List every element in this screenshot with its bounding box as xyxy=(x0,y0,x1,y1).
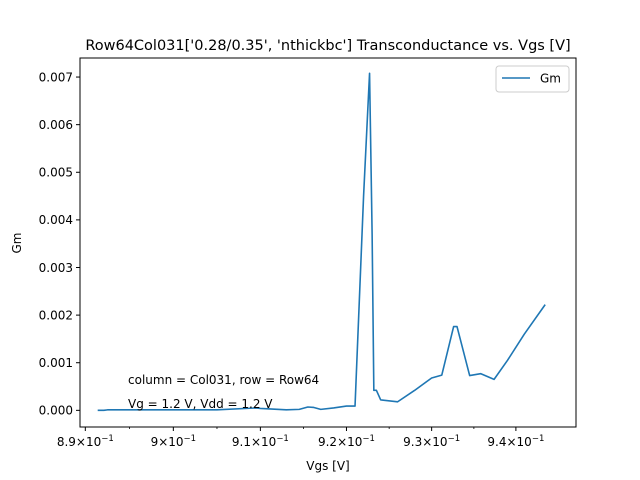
annotation-voltages: Vg = 1.2 V, Vdd = 1.2 V xyxy=(128,397,273,411)
legend-box xyxy=(495,65,570,93)
y-axis: 0.000 0.001 0.002 0.003 0.004 0.005 0.006 0.007 xyxy=(39,70,80,418)
x-axis-label: Vgs [V] xyxy=(306,459,349,473)
y-tick-label: 0.003 xyxy=(39,261,73,275)
y-tick-label: 0.006 xyxy=(39,118,73,132)
annotation-column-row: column = Col031, row = Row64 xyxy=(128,373,319,387)
x-tick-label: 9.2×10−1 xyxy=(318,434,375,449)
chart-title: Row64Col031['0.28/0.35', 'nthickbc'] Tra… xyxy=(85,38,570,54)
x-tick-label: 8.9×10−1 xyxy=(57,434,114,449)
x-tick-label: 9.4×10−1 xyxy=(487,434,544,449)
plot-area xyxy=(97,72,546,412)
series-line-gm xyxy=(97,72,546,412)
y-tick-label: 0.007 xyxy=(39,70,73,84)
x-axis: 8.9×10−1 9×10−1 9.1×10−1 9.2×10−1 9.3×10−1 9.… xyxy=(57,427,544,449)
y-axis-label: Gm xyxy=(10,233,24,254)
y-tick-label: 0.004 xyxy=(39,213,73,227)
y-tick-label: 0.000 xyxy=(39,404,73,418)
legend-label-gm: Gm xyxy=(540,72,561,86)
x-tick-label: 9.1×10−1 xyxy=(232,434,289,449)
x-tick-label: 9×10−1 xyxy=(151,434,197,449)
axes-frame xyxy=(79,57,577,428)
y-tick-label: 0.002 xyxy=(39,308,73,322)
y-tick-label: 0.001 xyxy=(39,356,73,370)
legend: Gm xyxy=(495,65,570,93)
y-tick-label: 0.005 xyxy=(39,166,73,180)
x-tick-label: 9.3×10−1 xyxy=(403,434,460,449)
